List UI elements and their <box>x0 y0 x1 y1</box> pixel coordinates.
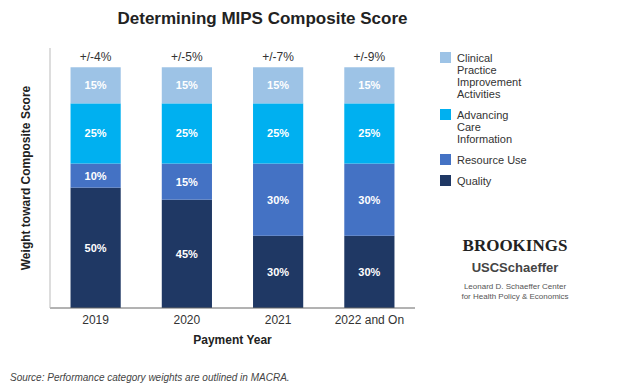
x-tick-label: 2021 <box>265 313 292 327</box>
bar-segment <box>71 164 121 188</box>
annotation: +/-7% <box>262 50 294 64</box>
data-label: 10% <box>85 170 107 182</box>
legend-swatch <box>440 154 451 165</box>
text-line: for Health Policy & Economics <box>461 292 568 301</box>
data-label: 15% <box>176 176 198 188</box>
bar-segment <box>162 103 212 163</box>
title: Determining MIPS Composite Score <box>118 9 408 28</box>
x-tick-label: 2020 <box>174 313 201 327</box>
text-line: Improvement <box>457 76 521 88</box>
data-label: 25% <box>176 127 198 139</box>
x-tick-label: 2022 and On <box>335 313 404 327</box>
data-label: 25% <box>358 127 380 139</box>
data-label: 30% <box>267 194 289 206</box>
legend-label: Quality <box>457 175 492 187</box>
bar-segment <box>253 103 303 163</box>
annotation: +/-4% <box>80 50 112 64</box>
text-line: Advancing <box>457 109 508 121</box>
legend-label: AdvancingCareInformation <box>457 109 512 145</box>
text-line: Information <box>457 133 512 145</box>
text-line: Leonard D. Schaeffer Center <box>464 282 566 291</box>
data-label: 30% <box>358 266 380 278</box>
text-line: USCSchaeffer <box>472 260 559 275</box>
data-label: 25% <box>85 127 107 139</box>
data-label: 15% <box>176 79 198 91</box>
bar-segment <box>71 67 121 103</box>
legend-label: Resource Use <box>457 154 527 166</box>
bars <box>71 67 395 308</box>
data-label: 25% <box>267 127 289 139</box>
legend-label: ClinicalPracticeImprovementActivities <box>457 52 521 100</box>
text-line: BROOKINGS <box>463 236 568 255</box>
bar-segment <box>162 67 212 103</box>
data-label: 45% <box>176 248 198 260</box>
bar-segment <box>344 103 394 163</box>
credit: Leonard D. Schaeffer Centerfor Health Po… <box>461 282 568 301</box>
source: Source: Performance category weights are… <box>10 372 290 383</box>
text-line: Clinical <box>457 52 492 64</box>
text-line: Care <box>457 121 481 133</box>
text-line: Resource Use <box>457 154 527 166</box>
bar-segment <box>344 236 394 308</box>
data-label: 30% <box>267 266 289 278</box>
data-label: 15% <box>267 79 289 91</box>
credit: USCSchaeffer <box>472 260 559 275</box>
data-labels: 50% 45% 30% 30% 10% 15% 30% 30% 25% 25% 25% 25% 15% 1… <box>85 79 381 278</box>
x-axis <box>50 308 415 309</box>
bar-segment <box>71 103 121 163</box>
x-axis-label: Payment Year <box>193 333 272 347</box>
y-axis-label: Weight toward Composite Score <box>19 85 33 270</box>
y-axis <box>50 48 51 308</box>
data-label: 30% <box>358 194 380 206</box>
bar-segment <box>162 200 212 308</box>
bar-segment <box>253 164 303 236</box>
bar-segment <box>162 164 212 200</box>
data-label: 15% <box>85 79 107 91</box>
data-label: 50% <box>85 242 107 254</box>
bar-segment <box>253 236 303 308</box>
bar-segment <box>344 164 394 236</box>
annotation: +/-5% <box>171 50 203 64</box>
bar-segment <box>71 188 121 308</box>
chart: Determining MIPS Composite Score 50% 45% 30… <box>0 0 621 389</box>
credit: BROOKINGS <box>463 236 568 255</box>
bar-segment <box>344 67 394 103</box>
x-tick-label: 2019 <box>82 313 109 327</box>
legend-swatch <box>440 109 451 120</box>
text-line: Practice <box>457 64 497 76</box>
legend-swatch <box>440 175 451 186</box>
legend-swatch <box>440 52 451 63</box>
data-label: 15% <box>358 79 380 91</box>
text-line: Quality <box>457 175 492 187</box>
annotation: +/-9% <box>354 50 386 64</box>
legend: ClinicalPracticeImprovementActivities Adv… <box>440 52 527 187</box>
text-line: Activities <box>457 88 501 100</box>
bar-segment <box>253 67 303 103</box>
